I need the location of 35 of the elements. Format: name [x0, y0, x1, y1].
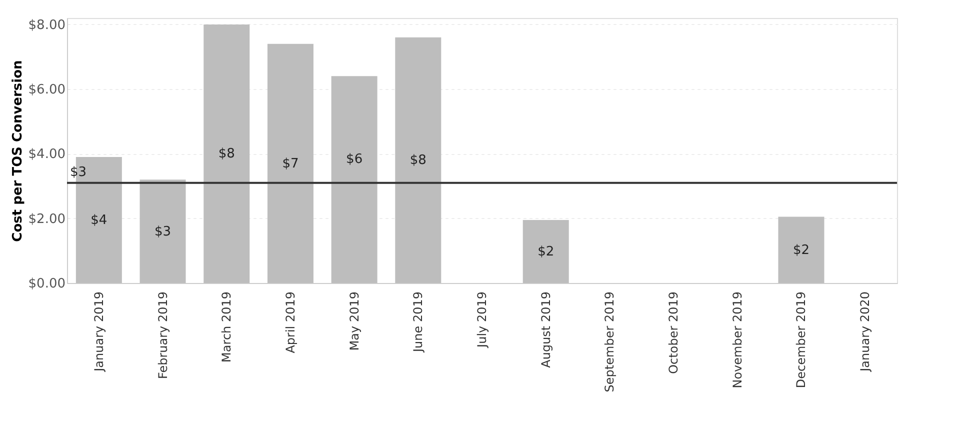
bar [267, 44, 314, 283]
x-tick-label: October 2019 [666, 292, 681, 374]
x-tick-label: January 2020 [858, 292, 872, 372]
data-label: $4 [90, 212, 108, 228]
data-label: $8 [410, 153, 426, 168]
ref-line-label: $3 [70, 164, 87, 180]
x-tick-label: July 2019 [475, 292, 489, 348]
data-label: $3 [154, 224, 172, 240]
bar [331, 76, 378, 283]
x-tick-label: September 2019 [602, 292, 617, 392]
y-axis-title: Cost per TOS Conversion [10, 60, 26, 242]
y-tick-label: $4.00 [28, 147, 66, 162]
x-tick-label: April 2019 [283, 292, 298, 354]
x-tick-label: May 2019 [347, 292, 362, 351]
bar [778, 216, 824, 283]
x-tick-label: December 2019 [794, 292, 808, 388]
bar [522, 220, 569, 283]
y-tick-label: $8.00 [28, 18, 66, 33]
y-tick-label: $6.00 [28, 82, 66, 98]
y-tick-label: $2.00 [28, 212, 66, 227]
bar [204, 24, 250, 283]
x-tick-label: November 2019 [730, 292, 744, 388]
data-label: $8 [218, 146, 235, 162]
x-tick-label: June 2019 [411, 292, 426, 353]
x-tick-label: January 2019 [92, 292, 106, 372]
bar [140, 180, 186, 283]
data-label: $6 [346, 152, 363, 167]
data-label: $2 [538, 244, 554, 260]
data-label: $7 [282, 156, 299, 172]
x-tick-label: March 2019 [220, 292, 234, 362]
bar [395, 37, 442, 283]
data-label: $2 [792, 242, 810, 258]
x-tick-label: February 2019 [156, 292, 170, 380]
x-tick-label: August 2019 [538, 292, 553, 368]
y-tick-label: $0.00 [28, 276, 66, 292]
